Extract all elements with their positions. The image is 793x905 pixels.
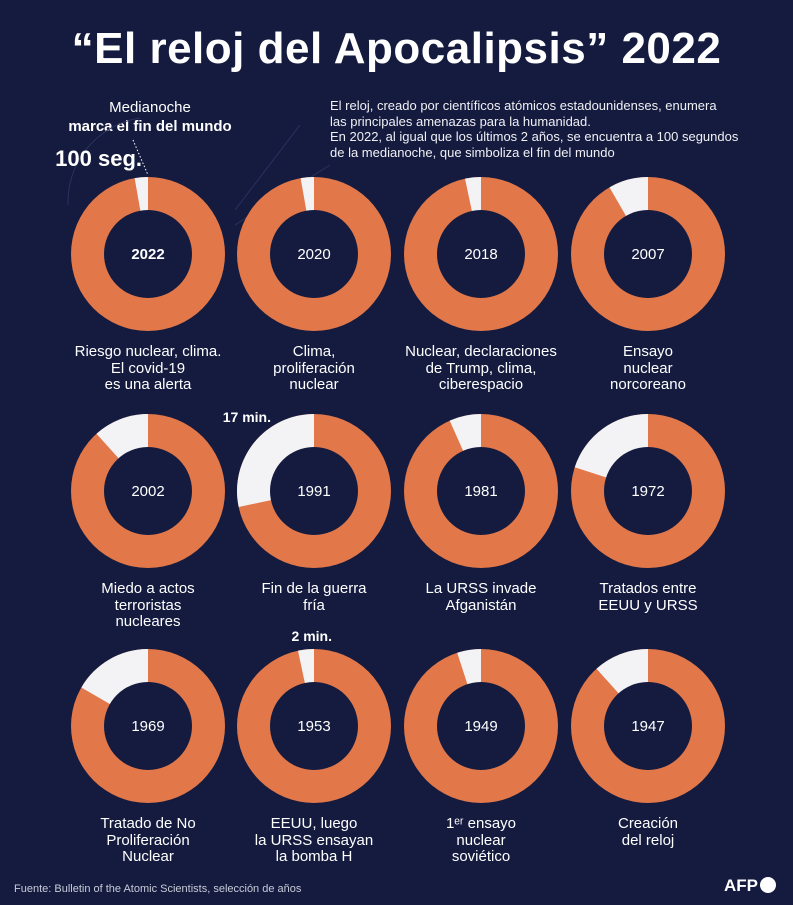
clock-center <box>104 682 192 770</box>
intro-line: El reloj, creado por científicos atómico… <box>330 98 717 113</box>
clock-year-label: 2020 <box>297 246 330 263</box>
clock-caption: Fin de la guerra fría <box>214 580 414 614</box>
caption-line: Proliferación <box>106 831 190 849</box>
minutes-annotation-1991: 17 min. <box>222 409 271 425</box>
caption-line: Tratado de No <box>100 815 196 832</box>
clock-center <box>104 447 192 535</box>
clock-1949: 1949 <box>404 649 558 803</box>
afp-logo-text: AFP <box>724 876 758 895</box>
caption-line: La URSS invade <box>425 580 537 597</box>
clock-center <box>604 447 692 535</box>
caption-line: la bomba H <box>275 848 353 865</box>
clock-2022: 2022 <box>71 177 225 331</box>
clock-year-label: 1953 <box>297 718 330 735</box>
clock-center <box>104 210 192 298</box>
clock-center <box>437 447 525 535</box>
caption-line: del reloj <box>621 831 675 849</box>
caption-line: nucleares <box>115 613 181 630</box>
caption-line: Fin de la guerra <box>261 580 367 597</box>
caption-line: Nuclear <box>122 848 174 865</box>
caption-line: norcoreano <box>610 376 686 393</box>
caption-line: ciberespacio <box>438 376 524 393</box>
caption-line: la URSS ensayan <box>254 831 374 849</box>
clock-1972: 1972 <box>571 414 725 568</box>
clock-year-label: 1981 <box>464 483 497 500</box>
caption-line: Ensayo <box>622 343 674 360</box>
clock-caption: La URSS invade Afganistán <box>381 580 581 614</box>
caption-line: proliferación <box>273 359 355 377</box>
clock-1953: 1953 <box>237 649 391 803</box>
clock-center <box>270 682 358 770</box>
afp-logo-dot-icon <box>760 877 776 893</box>
clock-caption: Riesgo nuclear, clima. El covid-19 es una … <box>48 343 248 394</box>
page-title: “El reloj del Apocalipsis” 2022 <box>71 24 722 73</box>
caption-line: soviético <box>451 848 511 865</box>
caption-line: nuclear <box>289 376 339 393</box>
clock-caption: Creación del reloj <box>548 815 748 849</box>
caption-line: Riesgo nuclear, clima. <box>74 343 222 360</box>
caption-line: El covid-19 <box>110 359 186 377</box>
caption-line: es una alerta <box>104 376 192 393</box>
afp-logo: AFP <box>724 876 776 896</box>
clock-center <box>270 210 358 298</box>
midnight-label-line2: marca el fin del mundo <box>68 118 232 135</box>
caption-line: EEUU y URSS <box>598 596 698 614</box>
clock-caption: Clima, proliferación nuclear <box>214 343 414 394</box>
clock-year-label: 1969 <box>131 718 164 735</box>
clock-year-label: 2007 <box>631 246 664 263</box>
caption-line: fría <box>303 596 325 614</box>
caption-line: Creación <box>617 815 679 832</box>
caption-line: EEUU, luego <box>270 815 358 832</box>
midnight-label: Medianoche marca el fin del mundo <box>60 98 240 136</box>
caption-line: Afganistán <box>445 596 517 614</box>
clock-center <box>437 682 525 770</box>
source-note: Fuente: Bulletin of the Atomic Scientist… <box>14 883 302 895</box>
minutes-annotation-2022: 100 seg. <box>55 146 142 171</box>
clock-1991: 1991 <box>237 414 391 568</box>
caption-line: Nuclear, declaraciones <box>405 343 557 360</box>
clock-caption: Tratado de No Proliferación Nuclear <box>48 815 248 866</box>
intro-line: las principales amenazas para la humanid… <box>330 113 591 129</box>
clock-caption: Miedo a actos terroristas nucleares <box>48 580 248 631</box>
clock-caption: Tratados entre EEUU y URSS <box>548 580 748 614</box>
clock-2018: 2018 <box>404 177 558 331</box>
clock-year-label: 2022 <box>131 246 164 263</box>
clock-year-label: 1972 <box>631 483 664 500</box>
clock-2007: 2007 <box>571 177 725 331</box>
caption-line: terroristas <box>114 596 182 614</box>
clock-1969: 1969 <box>71 649 225 803</box>
clock-2020: 2020 <box>237 177 391 331</box>
intro-line: En 2022, al igual que los últimos 2 años… <box>330 129 739 144</box>
caption-line: Clima, <box>292 343 336 360</box>
clock-caption: Nuclear, declaraciones de Trump, clima, ci… <box>381 343 581 394</box>
connector-line <box>132 139 149 176</box>
clock-year-label: 1947 <box>631 718 664 735</box>
clock-2002: 2002 <box>71 413 225 568</box>
clock-caption: EEUU, luego la URSS ensayan la bomba H <box>214 815 414 866</box>
clock-year-label: 2018 <box>464 246 497 263</box>
clock-1981: 1981 <box>404 413 558 568</box>
caption-line: nuclear <box>623 359 673 377</box>
clock-year-label: 1949 <box>464 718 497 735</box>
midnight-label-line1: Medianoche <box>109 99 191 116</box>
intro-text: El reloj, creado por científicos atómico… <box>330 98 770 160</box>
caption-line: Miedo a actos <box>101 580 195 597</box>
caption-line: Tratados entre <box>599 580 697 597</box>
clock-1947: 1947 <box>571 649 725 803</box>
caption-line: nuclear <box>456 831 506 849</box>
caption-line: de Trump, clima, <box>425 359 537 377</box>
clock-center <box>604 210 692 298</box>
minutes-annotation-1953: 2 min. <box>291 628 332 644</box>
clock-caption: 1ᵉʳ ensayo nuclear soviético <box>381 815 581 866</box>
clock-center <box>604 682 692 770</box>
clock-center <box>437 210 525 298</box>
intro-line: de la medianoche, que simboliza el fin d… <box>330 144 615 160</box>
clock-year-label: 2002 <box>131 483 164 500</box>
clock-year-label: 1991 <box>297 483 330 500</box>
clock-center <box>270 447 358 535</box>
caption-line: 1ᵉʳ ensayo <box>445 815 517 832</box>
clock-caption: Ensayo nuclear norcoreano <box>548 343 748 394</box>
